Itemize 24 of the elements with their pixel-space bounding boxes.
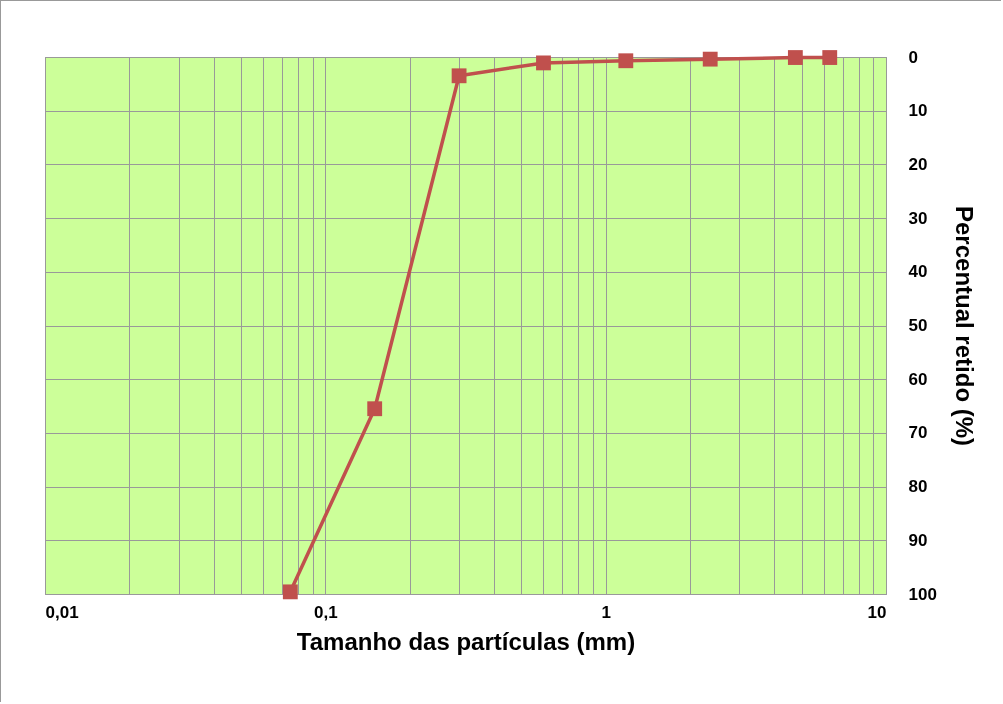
x-tick-label: 0,01 bbox=[45, 602, 79, 622]
y-tick-label: 90 bbox=[908, 530, 928, 550]
y-tick-label: 40 bbox=[908, 262, 928, 282]
y-tick-label: 80 bbox=[908, 477, 928, 497]
point bbox=[536, 55, 551, 71]
y-tick-label: 0 bbox=[908, 47, 918, 67]
y-axis-title: Percentual retido (%) bbox=[950, 205, 978, 447]
y-tick-label: 60 bbox=[908, 369, 928, 389]
y-tick-label: 30 bbox=[908, 208, 928, 228]
point bbox=[367, 401, 383, 417]
x-tick-label: 10 bbox=[867, 602, 887, 622]
y-tick-label: 100 bbox=[908, 584, 937, 604]
point bbox=[702, 51, 718, 67]
y-tick-label: 50 bbox=[908, 316, 928, 335]
y-tick-label: 10 bbox=[908, 101, 928, 121]
point bbox=[451, 68, 467, 84]
point bbox=[787, 50, 803, 65]
y-tick-label: 70 bbox=[908, 423, 928, 443]
x-tick-label: 0,1 bbox=[314, 602, 338, 622]
x-axis-title: Tamanho das partículas (mm) bbox=[296, 627, 636, 655]
y-tick-label: 20 bbox=[908, 154, 928, 174]
point bbox=[618, 53, 634, 69]
x-tick-label: 1 bbox=[601, 602, 611, 622]
point bbox=[282, 584, 298, 600]
